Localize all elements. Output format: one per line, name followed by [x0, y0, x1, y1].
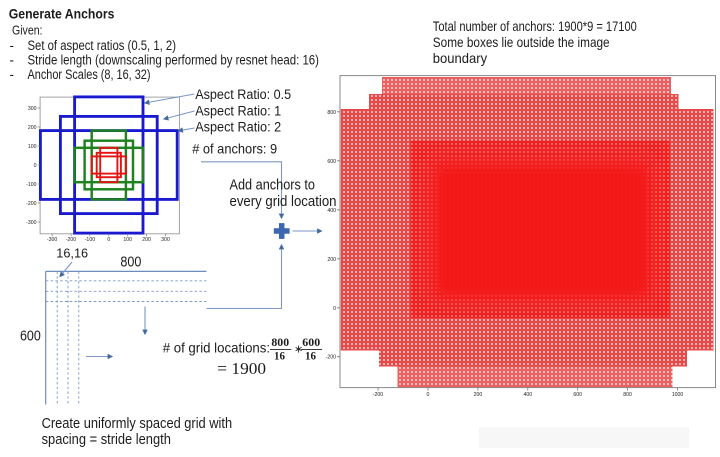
- svg-text:0: 0: [333, 306, 336, 312]
- svg-text:boundary: boundary: [433, 51, 487, 66]
- svg-text:600: 600: [302, 337, 320, 349]
- svg-text:1000: 1000: [672, 392, 684, 398]
- svg-text:200: 200: [327, 257, 336, 263]
- svg-text:200: 200: [142, 237, 151, 243]
- svg-text:600: 600: [573, 392, 582, 398]
- svg-text:800: 800: [623, 392, 632, 398]
- svg-text:# of anchors: 9: # of anchors: 9: [192, 142, 277, 157]
- svg-text:Generate Anchors: Generate Anchors: [9, 6, 115, 21]
- svg-text:800: 800: [120, 254, 141, 270]
- svg-text:-300: -300: [26, 220, 36, 226]
- svg-text:0: 0: [34, 163, 37, 169]
- svg-text:-200: -200: [326, 355, 336, 361]
- svg-text:Create uniformly spaced grid w: Create uniformly spaced grid with: [42, 416, 233, 432]
- svg-text:300: 300: [28, 106, 37, 112]
- svg-text:16: 16: [274, 351, 285, 363]
- svg-text:16: 16: [305, 351, 316, 363]
- svg-text:= 1900: = 1900: [217, 359, 266, 378]
- svg-text:-100: -100: [85, 237, 95, 243]
- svg-text:Anchor Scales (8, 16, 32): Anchor Scales (8, 16, 32): [28, 67, 151, 82]
- svg-text:-: -: [10, 53, 14, 68]
- svg-text:800: 800: [271, 337, 289, 349]
- svg-text:-200: -200: [66, 237, 76, 243]
- svg-text:-200: -200: [26, 201, 36, 207]
- svg-text:# of grid locations:: # of grid locations:: [163, 340, 270, 356]
- svg-text:-300: -300: [47, 237, 57, 243]
- svg-text:Stride length (downscaling per: Stride length (downscaling performed by …: [28, 53, 320, 68]
- svg-text:0: 0: [107, 237, 110, 243]
- svg-text:Aspect Ratio: 0.5: Aspect Ratio: 0.5: [195, 87, 291, 103]
- svg-text:spacing = stride length: spacing = stride length: [42, 432, 171, 448]
- svg-text:every grid location: every grid location: [230, 194, 337, 210]
- svg-text:Add anchors to: Add anchors to: [230, 178, 316, 194]
- svg-text:400: 400: [523, 392, 532, 398]
- svg-text:Aspect Ratio: 2: Aspect Ratio: 2: [195, 120, 281, 136]
- svg-text:-: -: [10, 67, 14, 82]
- svg-text:Given:: Given:: [12, 23, 43, 38]
- svg-text:600: 600: [20, 329, 41, 345]
- svg-text:400: 400: [327, 208, 336, 214]
- svg-text:-200: -200: [373, 392, 383, 398]
- svg-text:200: 200: [28, 125, 37, 131]
- svg-text:800: 800: [327, 110, 336, 116]
- svg-text:100: 100: [28, 144, 37, 150]
- svg-text:Total number of anchors: 1900*: Total number of anchors: 1900*9 = 17100: [433, 19, 637, 34]
- svg-text:200: 200: [474, 392, 483, 398]
- svg-text:∗: ∗: [294, 343, 303, 355]
- svg-text:300: 300: [161, 237, 170, 243]
- svg-text:600: 600: [327, 159, 336, 165]
- svg-text:100: 100: [123, 237, 132, 243]
- svg-text:Aspect Ratio: 1: Aspect Ratio: 1: [195, 103, 281, 119]
- svg-text:0: 0: [427, 392, 430, 398]
- svg-text:-: -: [10, 38, 14, 53]
- svg-text:16,16: 16,16: [56, 246, 88, 261]
- svg-text:-100: -100: [26, 182, 36, 188]
- svg-text:Set of aspect ratios (0.5, 1,: Set of aspect ratios (0.5, 1, 2): [28, 38, 177, 53]
- svg-text:Some boxes lie outside the ima: Some boxes lie outside the image: [433, 35, 610, 50]
